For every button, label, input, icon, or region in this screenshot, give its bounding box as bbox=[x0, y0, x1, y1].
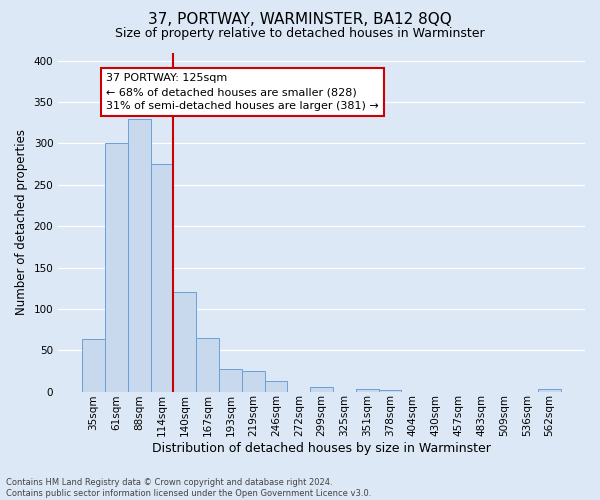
Bar bbox=[173, 292, 196, 392]
Bar bbox=[82, 340, 105, 392]
Bar bbox=[379, 390, 401, 392]
Bar bbox=[105, 144, 128, 392]
Text: 37 PORTWAY: 125sqm
← 68% of detached houses are smaller (828)
31% of semi-detach: 37 PORTWAY: 125sqm ← 68% of detached hou… bbox=[106, 73, 379, 111]
Bar bbox=[151, 164, 173, 392]
X-axis label: Distribution of detached houses by size in Warminster: Distribution of detached houses by size … bbox=[152, 442, 491, 455]
Bar bbox=[242, 371, 265, 392]
Bar bbox=[538, 389, 561, 392]
Bar bbox=[196, 338, 219, 392]
Bar bbox=[310, 388, 333, 392]
Text: Contains HM Land Registry data © Crown copyright and database right 2024.
Contai: Contains HM Land Registry data © Crown c… bbox=[6, 478, 371, 498]
Bar bbox=[265, 381, 287, 392]
Y-axis label: Number of detached properties: Number of detached properties bbox=[15, 129, 28, 315]
Text: Size of property relative to detached houses in Warminster: Size of property relative to detached ho… bbox=[115, 28, 485, 40]
Bar bbox=[356, 389, 379, 392]
Bar bbox=[128, 118, 151, 392]
Text: 37, PORTWAY, WARMINSTER, BA12 8QQ: 37, PORTWAY, WARMINSTER, BA12 8QQ bbox=[148, 12, 452, 28]
Bar bbox=[219, 369, 242, 392]
